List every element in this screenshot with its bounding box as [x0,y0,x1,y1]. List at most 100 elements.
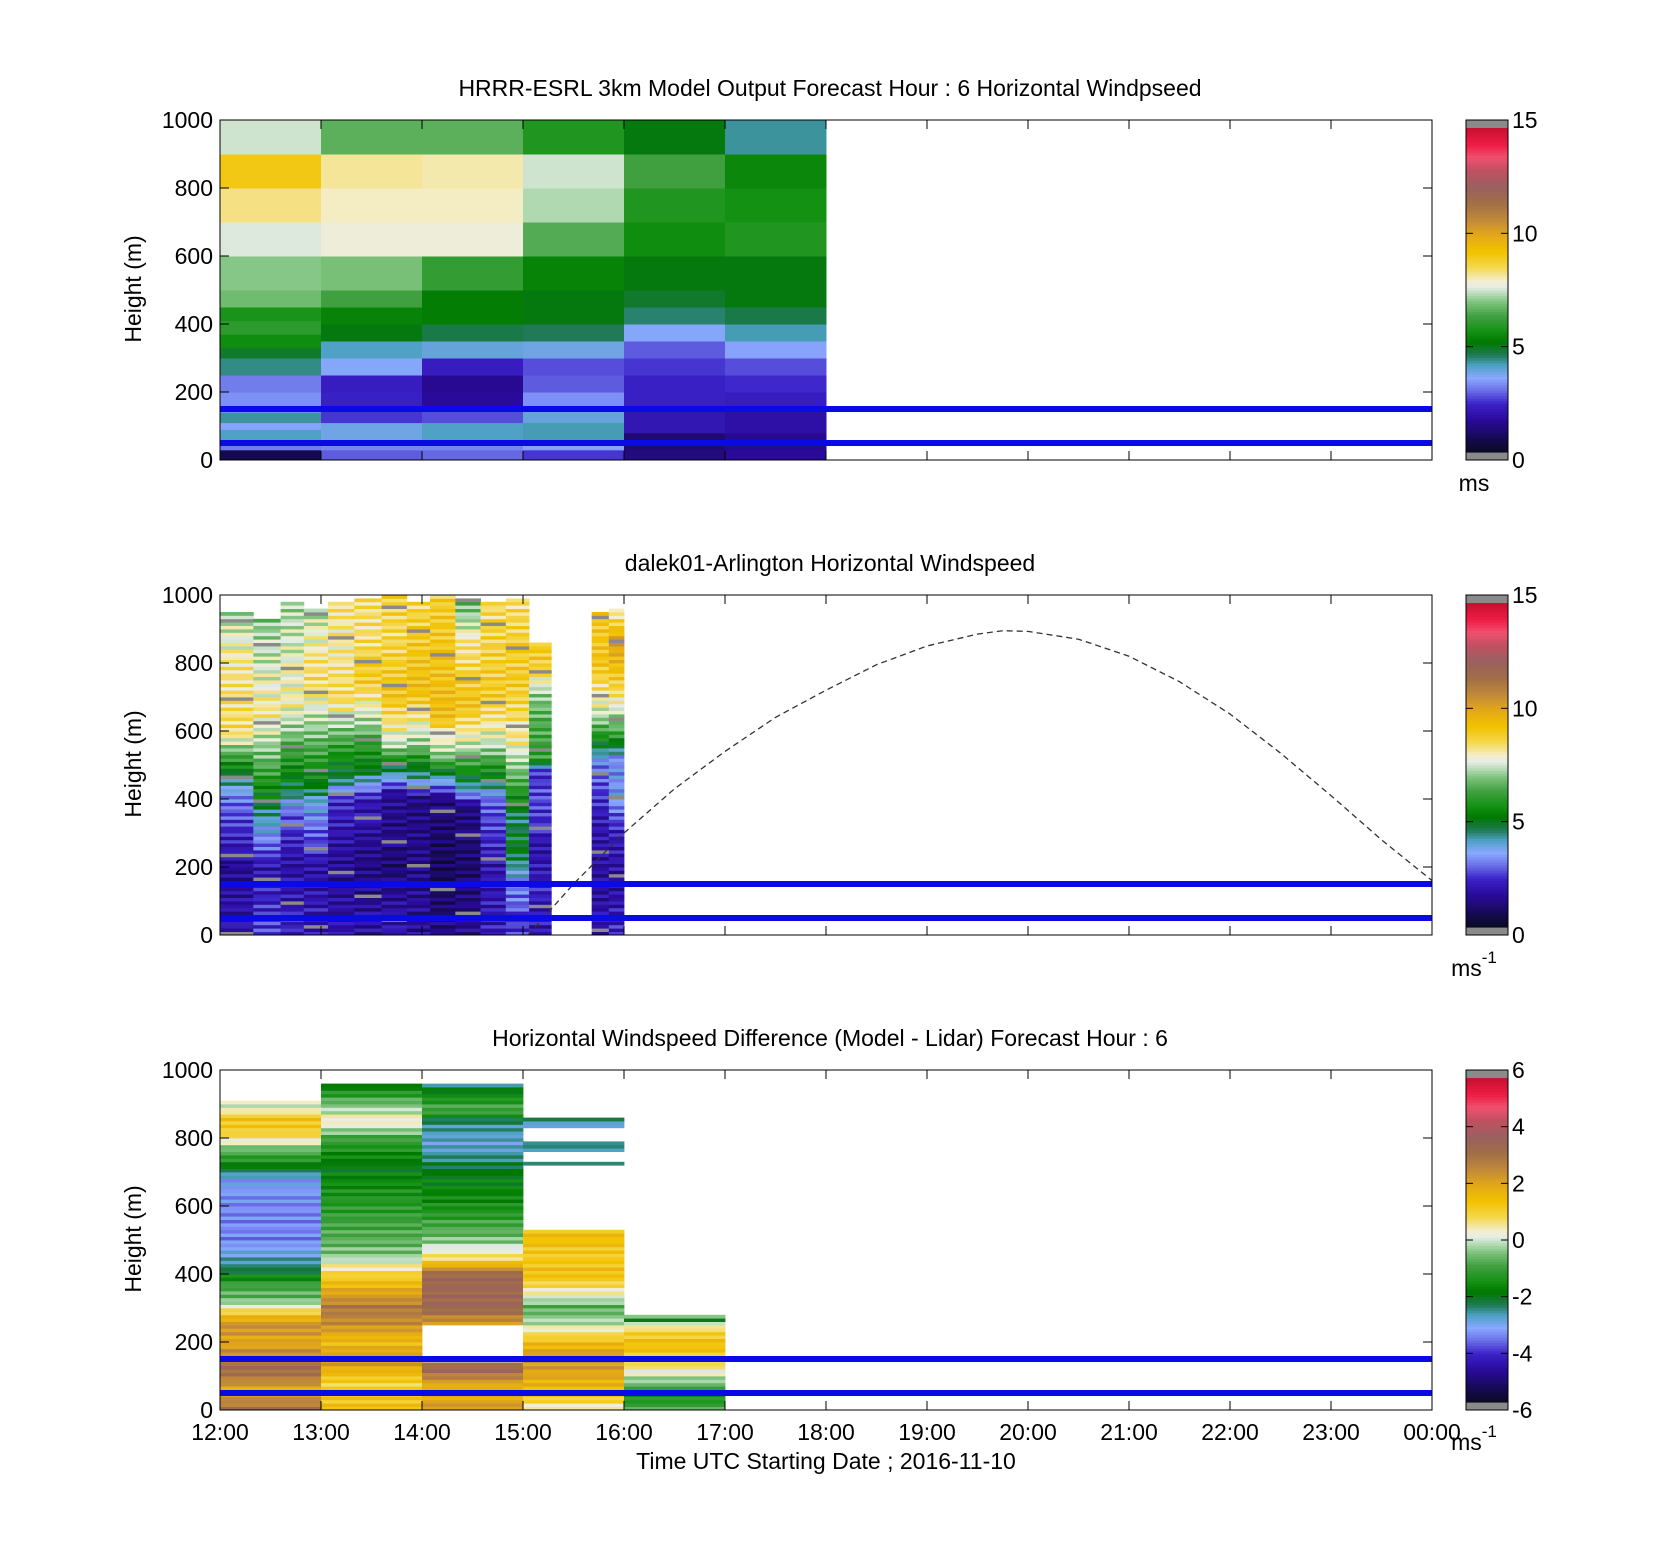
heatmap-cell [480,805,507,810]
heatmap-cell [220,870,254,875]
heatmap-cell [480,676,507,681]
heatmap-cell [303,924,329,929]
heatmap-cell [608,833,625,837]
heatmap-cell [608,873,625,878]
heatmap-cell [303,690,329,694]
heatmap-cell [523,1141,625,1146]
y-tick-label: 1000 [162,107,213,133]
heatmap-cell [253,809,281,813]
heatmap-cell [608,676,625,681]
colorbar-segment [1466,1175,1508,1179]
colorbar-segment [1466,290,1508,294]
heatmap-cell [321,1212,423,1217]
colorbar-segment [1466,897,1508,901]
heatmap-cell [354,618,382,623]
heatmap-cell [253,833,281,837]
heatmap-cell [303,666,329,671]
heatmap-cell [430,836,456,841]
heatmap-cell [505,693,530,698]
colorbar-segment [1466,694,1508,699]
heatmap-cell [220,1178,322,1183]
heatmap-cell [591,734,610,739]
heatmap-cell [422,1236,524,1241]
heatmap-cell [455,856,481,861]
heatmap-cell [220,768,254,773]
heatmap-cell [321,1257,423,1261]
heatmap-cell [455,924,481,929]
heatmap-cell [280,795,305,800]
heatmap-cell [608,632,625,637]
colorbar-segment [1466,330,1508,334]
heatmap-cell [220,819,254,824]
heatmap-cell [480,693,507,698]
heatmap-cell [253,632,281,637]
heatmap-cell [280,765,305,769]
heatmap-cell [253,751,281,756]
colorbar-segment [1466,840,1508,844]
heatmap-cell [422,120,524,155]
colorbar-overflow-cap [1466,595,1508,603]
heatmap-cell [321,1134,423,1139]
heatmap-cell [328,836,355,841]
heatmap-cell [406,765,431,769]
colorbar-segment [1466,1288,1508,1292]
y-tick-label: 1000 [162,1057,213,1083]
heatmap-cell [321,1348,423,1353]
heatmap-cell [591,703,610,708]
heatmap-cell [455,873,481,878]
heatmap-cell [505,727,530,732]
heatmap-cell [354,642,382,647]
heatmap-cell [253,700,281,705]
heatmap-cell [422,422,524,441]
heatmap-cell [455,635,481,640]
heatmap-cell [220,307,322,322]
heatmap-cell [381,758,408,762]
colorbar-segment [1466,254,1508,259]
colorbar-segment [1466,133,1508,137]
heatmap-cell [505,646,530,650]
heatmap-cell [608,863,625,868]
heatmap-cell [220,615,254,620]
heatmap-cell [591,816,610,820]
heatmap-cell [321,449,423,461]
heatmap-cell [321,1406,423,1411]
heatmap-cell [303,676,329,681]
heatmap-cell [529,700,552,705]
heatmap-cell [253,659,281,664]
heatmap-cell [480,911,507,915]
heatmap-cell [220,1260,322,1265]
heatmap-cell [321,1110,423,1115]
colorbar-segment [1466,173,1508,178]
heatmap-cell [220,649,254,654]
heatmap-cell [303,897,329,902]
heatmap-cell [381,819,408,824]
heatmap-cell [303,618,329,623]
heatmap-cell [303,761,329,766]
heatmap-cell [406,907,431,912]
heatmap-cell [455,618,481,623]
heatmap-cell [455,642,481,647]
heatmap-cell [430,618,456,623]
heatmap-cell [220,1216,322,1220]
colorbar-segment [1466,271,1508,275]
colorbar-segment [1466,284,1508,288]
heatmap-cell [422,1406,524,1411]
heatmap-cell [455,649,481,654]
heatmap-cell [430,778,456,783]
heatmap-cell [529,714,552,718]
heatmap-cell [280,853,305,858]
heatmap-cell [220,775,254,779]
heatmap-cell [321,1189,423,1193]
colorbar-tick-label: 0 [1512,922,1525,948]
heatmap-cell [328,727,355,732]
heatmap-cell [505,846,530,851]
heatmap-cell [321,1246,423,1251]
heatmap-cell [280,741,305,745]
heatmap-cell [253,843,281,847]
heatmap-cell [220,1270,322,1275]
colorbar-underflow-cap [1466,1402,1508,1410]
heatmap-cell [422,1386,524,1390]
heatmap-cell [280,608,305,613]
colorbar-segment [1466,1299,1508,1303]
